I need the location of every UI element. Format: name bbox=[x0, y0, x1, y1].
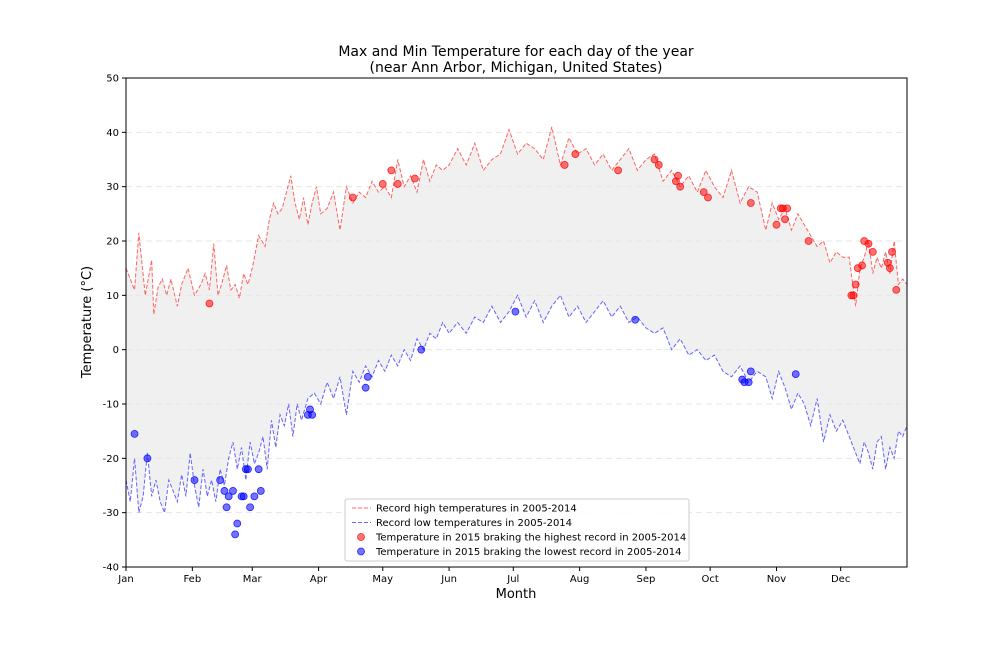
low-record-point bbox=[254, 465, 263, 474]
record-low-line bbox=[125, 294, 908, 515]
high-record-point bbox=[851, 280, 860, 289]
x-axis: Jan Feb Mar Apr May Jun Jul Aug Sep Oct Nov Dec bbox=[117, 567, 850, 585]
low-record-point bbox=[216, 476, 225, 484]
x-tick-label: Apr bbox=[310, 574, 328, 585]
legend-marker bbox=[357, 533, 365, 541]
low-record-point bbox=[308, 410, 317, 419]
x-tick-label: Aug bbox=[570, 574, 590, 585]
low-record-point bbox=[363, 372, 372, 381]
legend-label: Temperature in 2015 braking the lowest r… bbox=[375, 547, 682, 558]
low-record-point bbox=[244, 465, 252, 474]
x-tick-label: Sep bbox=[637, 574, 656, 585]
y-tick-label: -10 bbox=[103, 400, 119, 411]
low-record-point bbox=[222, 503, 231, 512]
high-record-point bbox=[804, 237, 813, 245]
high-record-point bbox=[393, 180, 402, 188]
high-record-point bbox=[410, 174, 419, 183]
high-record-point bbox=[676, 182, 685, 191]
low-record-point bbox=[746, 367, 755, 376]
x-axis-label: Month bbox=[496, 587, 537, 602]
high-record-point bbox=[387, 166, 396, 175]
high-record-point bbox=[885, 264, 894, 273]
low-record-point bbox=[224, 492, 233, 501]
high-record-point bbox=[746, 199, 755, 207]
x-tick-label: Nov bbox=[767, 574, 787, 585]
legend-box bbox=[344, 498, 690, 562]
low-record-point bbox=[190, 476, 199, 484]
low-record-point bbox=[361, 383, 370, 392]
low-record-point bbox=[231, 530, 240, 539]
y-tick-label: 40 bbox=[106, 128, 119, 139]
legend-label: Record low temperatures in 2005-2014 bbox=[376, 518, 572, 529]
high-record-point bbox=[858, 261, 866, 270]
high-record-point bbox=[654, 161, 663, 169]
high-record-point bbox=[378, 180, 387, 188]
legend-label: Record high temperatures in 2005-2014 bbox=[376, 504, 577, 515]
low-record-point bbox=[744, 378, 753, 387]
high-record-point bbox=[849, 291, 858, 300]
low-record-point bbox=[791, 370, 800, 379]
y-tick-label: 30 bbox=[106, 182, 119, 193]
x-tick-label: Jun bbox=[440, 574, 457, 585]
x-tick-label: Jan bbox=[117, 574, 133, 585]
x-tick-label: Oct bbox=[701, 574, 718, 585]
chart-subtitle: (near Ann Arbor, Michigan, United States… bbox=[370, 60, 663, 76]
low-record-point bbox=[256, 487, 265, 495]
y-tick-label: 50 bbox=[106, 74, 119, 85]
low-record-point bbox=[143, 454, 152, 463]
x-tick-label: Jul bbox=[506, 574, 519, 585]
fill-between-polygon bbox=[126, 126, 907, 513]
high-record-point bbox=[892, 285, 901, 294]
low-record-point bbox=[246, 503, 255, 512]
x-tick-label: May bbox=[372, 574, 393, 585]
y-axis-label: Temperature (°C) bbox=[80, 266, 95, 379]
y-axis: -40 -30 -20 -10 0 10 20 30 40 50 bbox=[103, 74, 126, 574]
x-tick-label: Dec bbox=[831, 574, 850, 585]
high-record-point bbox=[783, 204, 792, 213]
low-record-point bbox=[250, 492, 259, 501]
high-record-point bbox=[614, 166, 623, 175]
chart-title: Max and Min Temperature for each day of … bbox=[338, 44, 694, 60]
plot-frame bbox=[125, 77, 908, 568]
high-record-point bbox=[868, 247, 877, 256]
high-record-point bbox=[864, 239, 873, 248]
low-record-point bbox=[229, 487, 237, 495]
y-tick-label: -40 bbox=[103, 563, 119, 574]
low-record-point bbox=[220, 487, 229, 495]
high-record-point bbox=[888, 247, 896, 256]
y-tick-label: 0 bbox=[113, 345, 119, 356]
low-record-point bbox=[631, 315, 640, 324]
legend: Record high temperatures in 2005-2014 Rec… bbox=[344, 498, 690, 562]
plot-area bbox=[125, 77, 908, 568]
high-record-point bbox=[348, 193, 357, 202]
series-lines bbox=[125, 126, 908, 515]
high-record-point bbox=[205, 299, 214, 308]
record-high-line bbox=[125, 126, 908, 315]
low-record-point bbox=[239, 492, 248, 501]
high-record-point bbox=[699, 188, 708, 197]
high-record-point bbox=[674, 171, 682, 180]
y-tick-label: 20 bbox=[106, 237, 119, 248]
low-record-point bbox=[130, 429, 139, 438]
high-record-point bbox=[650, 155, 659, 164]
fill-between-area bbox=[126, 126, 907, 513]
y-tick-label: 10 bbox=[106, 291, 119, 302]
low-record-point bbox=[511, 307, 520, 316]
low-record-point bbox=[417, 345, 426, 354]
legend-marker bbox=[357, 547, 365, 556]
low-record-point bbox=[233, 519, 242, 528]
y-tick-label: -20 bbox=[103, 454, 119, 465]
x-tick-label: Feb bbox=[183, 574, 201, 585]
high-record-point bbox=[571, 150, 580, 158]
high-record-point bbox=[560, 161, 569, 169]
high-record-point bbox=[704, 193, 712, 202]
y-tick-label: -30 bbox=[103, 508, 119, 519]
high-record-point bbox=[772, 220, 781, 229]
series-points bbox=[130, 150, 901, 539]
legend-label: Temperature in 2015 braking the highest … bbox=[375, 533, 686, 544]
x-tick-label: Mar bbox=[243, 574, 263, 585]
high-record-point bbox=[781, 215, 789, 224]
